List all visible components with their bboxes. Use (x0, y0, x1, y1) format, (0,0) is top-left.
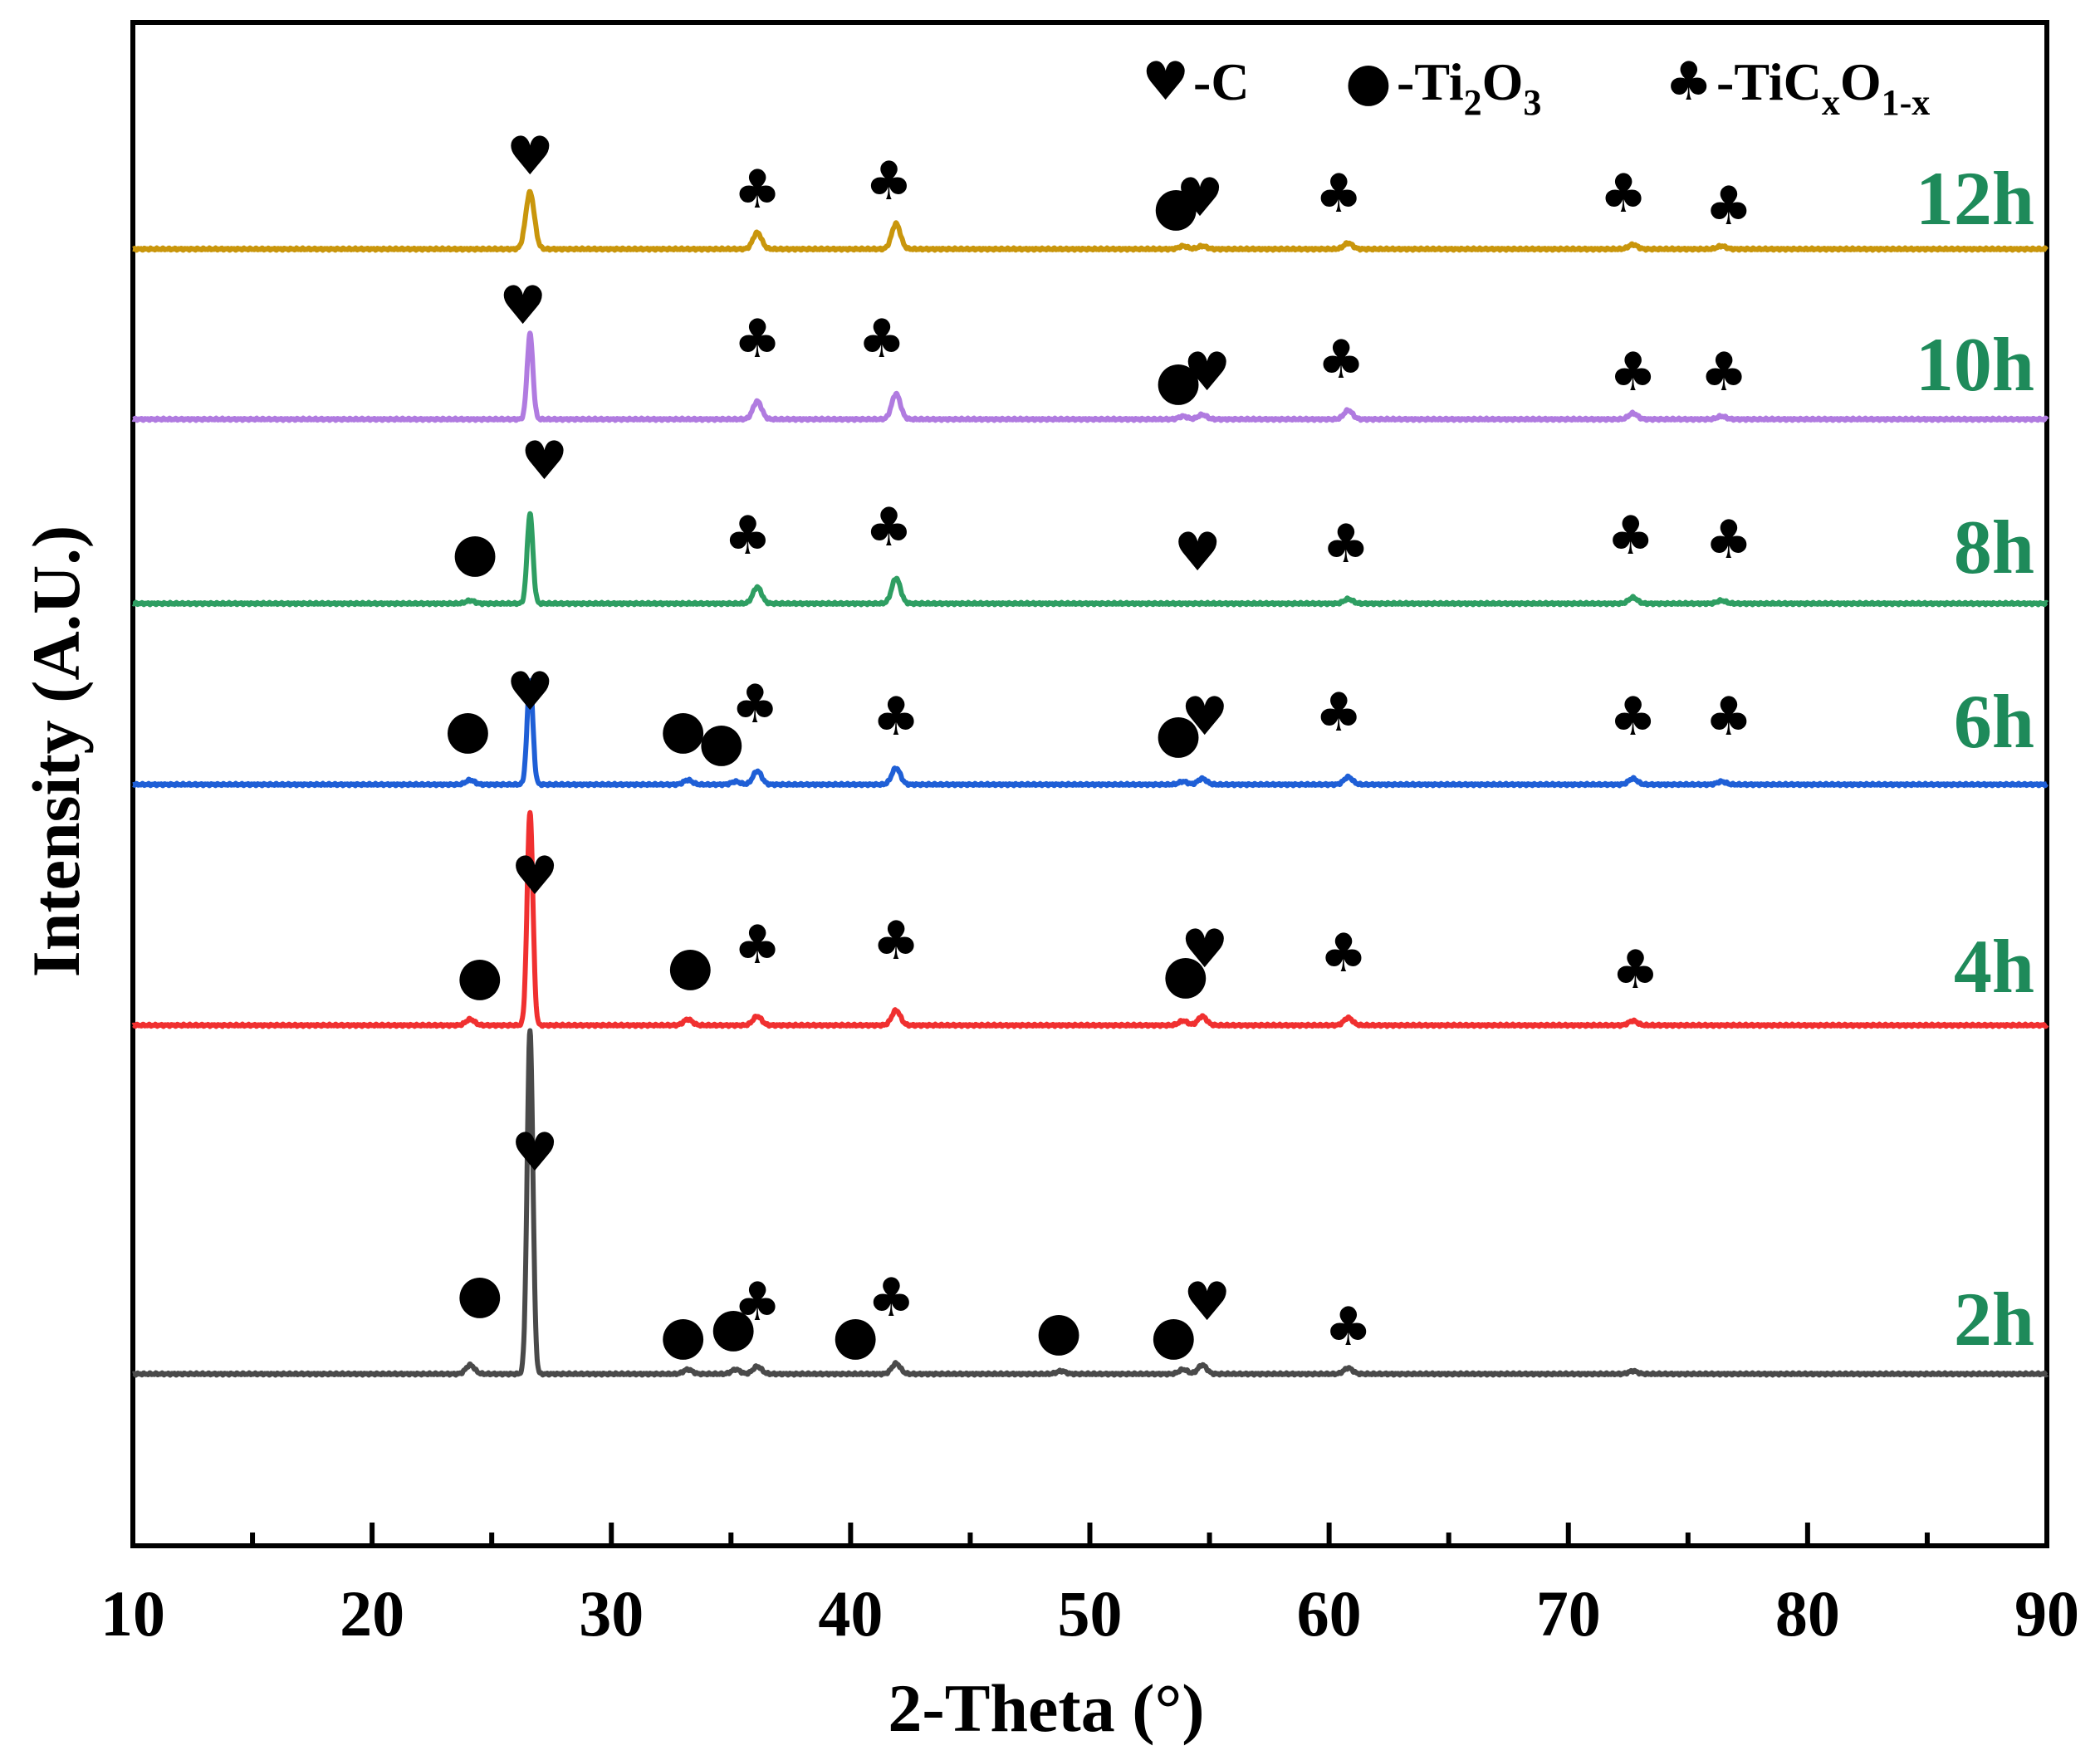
carbon-peak-marker: ♥ (1173, 522, 1221, 584)
ticxo-peak-marker: ♣ (733, 309, 781, 370)
series-line-12h (130, 188, 2049, 253)
legend-symbol: ♣ (1665, 51, 1712, 113)
ticxo-peak-marker: ♣ (1322, 514, 1369, 575)
ticxo-peak-marker: ♣ (1314, 164, 1362, 225)
carbon-peak-marker: ♥ (499, 276, 546, 337)
ticxo-peak-marker: ♣ (724, 506, 771, 567)
ti2o3-peak-marker: ● (1153, 176, 1199, 237)
legend-text: -C (1193, 52, 1250, 111)
x-tick-label: 60 (1297, 1577, 1362, 1650)
ti2o3-peak-marker: ● (667, 936, 713, 997)
legend-symbol: ♥ (1142, 51, 1189, 113)
x-tick-label: 40 (818, 1577, 883, 1650)
ticxo-peak-marker: ♣ (1324, 1297, 1372, 1358)
series-label-12h: 12h (1916, 156, 2034, 241)
carbon-peak-marker: ♥ (1181, 687, 1228, 748)
ticxo-peak-marker: ♣ (1599, 164, 1647, 225)
ticxo-peak-marker: ♣ (858, 309, 905, 370)
ti2o3-peak-marker: ● (1163, 944, 1209, 1005)
ti2o3-peak-marker: ● (1155, 703, 1202, 765)
ticxo-peak-marker: ♣ (1609, 687, 1657, 748)
series-line-10h (130, 330, 2049, 423)
series-line-8h (130, 511, 2049, 608)
carbon-peak-marker: ♥ (1183, 342, 1231, 403)
ti2o3-peak-marker: ● (660, 699, 707, 760)
ticxo-peak-marker: ♣ (1705, 510, 1752, 571)
ticxo-peak-marker: ♣ (1319, 923, 1367, 985)
y-axis-label: Intensity (A.U.) (18, 526, 94, 977)
legend-item: ♥ -C (1142, 51, 1250, 113)
ticxo-peak-marker: ♣ (868, 1268, 915, 1329)
legend-text: -TiCxO1-x (1716, 52, 1930, 123)
ti2o3-peak-marker: ● (710, 1297, 756, 1358)
ti2o3-peak-marker: ● (444, 699, 491, 760)
carbon-peak-marker: ♥ (1181, 919, 1228, 980)
carbon-peak-marker: ♥ (521, 431, 568, 492)
x-tick-label: 90 (2014, 1577, 2079, 1650)
legend-text: -Ti2O3 (1397, 52, 1541, 123)
series-label-6h: 6h (1954, 679, 2034, 764)
carbon-peak-marker: ♥ (507, 126, 554, 188)
ti2o3-peak-marker: ● (452, 522, 498, 584)
ti2o3-peak-marker: ● (832, 1305, 879, 1366)
ticxo-peak-marker: ♣ (731, 674, 778, 736)
ticxo-peak-marker: ♣ (1700, 342, 1747, 403)
ticxo-peak-marker: ♣ (872, 687, 919, 748)
ticxo-peak-marker: ♣ (733, 915, 781, 976)
ticxo-peak-marker: ♣ (872, 911, 919, 972)
legend: ♥ -C ● -Ti2O3 ♣ -TiCxO1-x (1142, 51, 1930, 123)
x-axis-ticks (130, 1523, 2049, 1546)
ticxo-peak-marker: ♣ (1609, 342, 1657, 403)
series-line-6h (130, 677, 2049, 789)
carbon-peak-marker: ♥ (507, 662, 554, 723)
ticxo-peak-marker: ♣ (865, 497, 913, 559)
series-label-8h: 8h (1954, 505, 2034, 589)
marker-group: ●♥● ●♣●♣● ●♥ ♣●♥● ♣ ♣●♥ ♣ ♣●♥●●♣ ♣ ●♥ ♣ ♣ ♣●♥♣ ♣ ♥ ♣ ♣ ♣♥… (444, 126, 1752, 1366)
ti2o3-peak-marker: ● (660, 1305, 707, 1366)
series-group (130, 188, 2049, 1378)
series-label-2h: 2h (1954, 1277, 2034, 1361)
series-line-4h (130, 809, 2049, 1029)
ticxo-peak-marker: ♣ (1705, 687, 1752, 748)
series-labels: 2h 4h 6h 8h 10h 12h (1916, 156, 2034, 1361)
legend-item: ♣ -TiCxO1-x (1665, 51, 1930, 123)
ticxo-peak-marker: ♣ (733, 1272, 781, 1333)
ti2o3-peak-marker: ● (1035, 1301, 1082, 1362)
ti2o3-peak-marker: ● (457, 946, 503, 1007)
carbon-peak-marker: ♥ (1176, 168, 1223, 229)
x-tick-label: 10 (100, 1577, 165, 1650)
x-axis-label: 2-Theta (°) (888, 1670, 1204, 1746)
carbon-peak-marker: ♥ (511, 846, 558, 907)
ticxo-peak-marker: ♣ (1607, 506, 1654, 567)
ti2o3-peak-marker: ● (698, 711, 745, 773)
ticxo-peak-marker: ♣ (1314, 682, 1362, 744)
x-axis-tick-labels: 10 20 30 40 50 60 70 80 90 (100, 1577, 2079, 1650)
ticxo-peak-marker: ♣ (733, 159, 781, 221)
x-tick-label: 80 (1775, 1577, 1840, 1650)
ti2o3-peak-marker: ● (1155, 350, 1202, 412)
carbon-peak-marker: ♥ (511, 1122, 558, 1184)
ti2o3-peak-marker: ● (457, 1264, 503, 1325)
x-tick-label: 70 (1536, 1577, 1601, 1650)
ticxo-peak-marker: ♣ (1612, 940, 1659, 1001)
series-line-2h (130, 1028, 2049, 1378)
ti2o3-peak-marker: ● (1150, 1305, 1197, 1366)
series-label-4h: 4h (1954, 924, 2034, 1009)
carbon-peak-marker: ♥ (1183, 1272, 1231, 1333)
legend-item: ● -Ti2O3 (1345, 51, 1541, 123)
x-tick-label: 50 (1058, 1577, 1123, 1650)
ticxo-peak-marker: ♣ (865, 151, 913, 213)
ticxo-peak-marker: ♣ (1317, 330, 1364, 391)
series-label-10h: 10h (1916, 322, 2034, 407)
x-tick-label: 30 (579, 1577, 644, 1650)
ticxo-peak-marker: ♣ (1705, 176, 1752, 237)
x-tick-label: 20 (340, 1577, 404, 1650)
legend-symbol: ● (1345, 51, 1392, 113)
